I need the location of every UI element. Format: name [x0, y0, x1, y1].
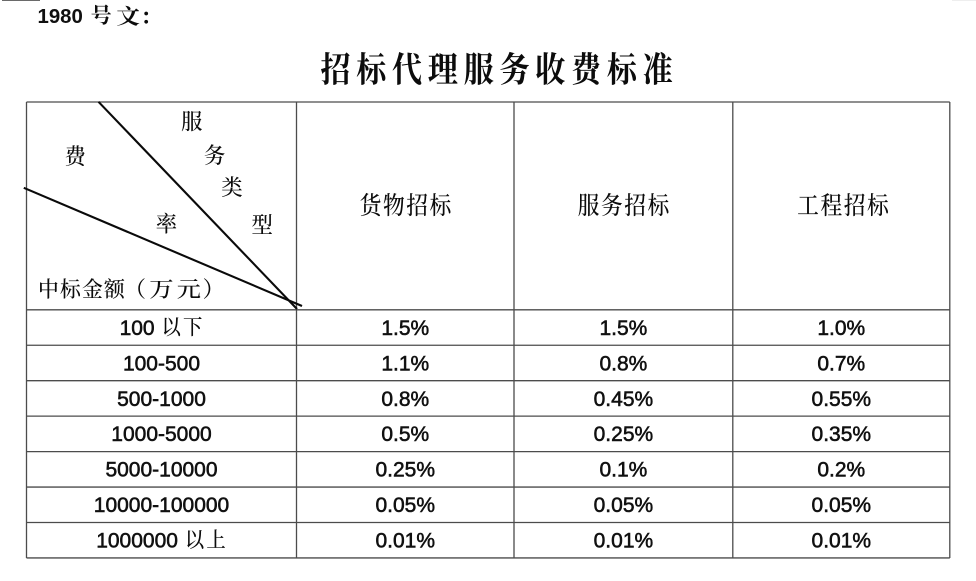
svg-text:0.01%: 0.01%	[375, 530, 435, 553]
svg-text:100: 100	[120, 317, 155, 340]
svg-text:0.8%: 0.8%	[599, 352, 647, 375]
svg-text:0.55%: 0.55%	[812, 388, 872, 411]
svg-text:100-500: 100-500	[123, 352, 200, 375]
svg-text:0.8%: 0.8%	[381, 388, 429, 411]
svg-text:0.05%: 0.05%	[594, 494, 654, 517]
svg-text:0.7%: 0.7%	[817, 352, 865, 375]
svg-text:1.1%: 1.1%	[381, 352, 429, 375]
svg-text:0.1%: 0.1%	[599, 459, 647, 482]
svg-text:0.05%: 0.05%	[375, 494, 435, 517]
svg-text:0.01%: 0.01%	[812, 530, 872, 553]
svg-text:10000-100000: 10000-100000	[94, 494, 229, 517]
svg-text:0.25%: 0.25%	[375, 459, 435, 482]
svg-text:0.35%: 0.35%	[812, 423, 872, 446]
svg-text:0.25%: 0.25%	[594, 423, 654, 446]
svg-text:1000-5000: 1000-5000	[111, 423, 211, 446]
svg-text:0.05%: 0.05%	[812, 494, 872, 517]
svg-text:500-1000: 500-1000	[117, 388, 206, 411]
svg-text:1000000: 1000000	[96, 530, 178, 553]
svg-text:0.5%: 0.5%	[381, 423, 429, 446]
svg-text:0.45%: 0.45%	[594, 388, 654, 411]
svg-text:1980: 1980	[38, 6, 83, 28]
svg-text:1.5%: 1.5%	[381, 317, 429, 340]
svg-text:1.0%: 1.0%	[817, 317, 865, 340]
svg-text:5000-10000: 5000-10000	[105, 459, 217, 482]
svg-text:0.2%: 0.2%	[817, 459, 865, 482]
svg-text:1.5%: 1.5%	[599, 317, 647, 340]
svg-text:0.01%: 0.01%	[594, 530, 654, 553]
